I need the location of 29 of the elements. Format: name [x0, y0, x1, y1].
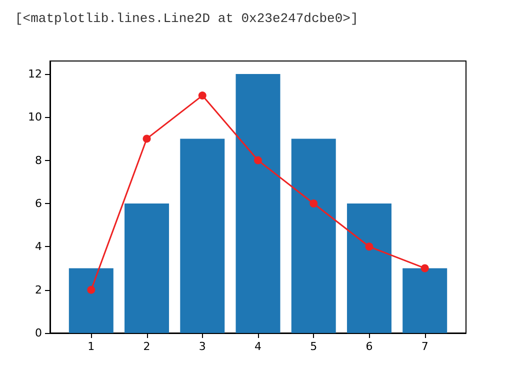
x-tick-label: 7 [421, 340, 428, 353]
bar [291, 138, 336, 333]
x-tick-label: 2 [143, 340, 150, 353]
x-tick-label: 6 [366, 340, 373, 353]
y-tick-label: 4 [35, 240, 42, 254]
point [87, 286, 96, 294]
bar [124, 203, 170, 333]
y-tick-label: 0 [35, 326, 42, 340]
x-tick-label: 5 [310, 340, 318, 353]
point [420, 264, 429, 272]
y-tick-label: 12 [28, 67, 42, 80]
text: [<matplotlib.lines.Line2D at 0x23e247dcbe0>] [15, 11, 358, 26]
y-tick-label: 8 [35, 154, 42, 167]
point [310, 199, 318, 208]
x-tick-label: 1 [88, 340, 95, 353]
x-tick-label: 3 [198, 340, 206, 353]
x-tick-label: 4 [254, 340, 262, 353]
bar [180, 138, 225, 333]
bar [402, 268, 448, 333]
point [254, 156, 262, 164]
point [365, 242, 374, 251]
bar [68, 268, 114, 333]
point [198, 92, 206, 100]
point [142, 134, 151, 143]
bar [346, 203, 392, 333]
y-tick-label: 6 [35, 196, 42, 210]
bar [236, 74, 280, 333]
y-tick-label: 10 [28, 110, 42, 124]
y-tick-label: 2 [35, 283, 42, 296]
